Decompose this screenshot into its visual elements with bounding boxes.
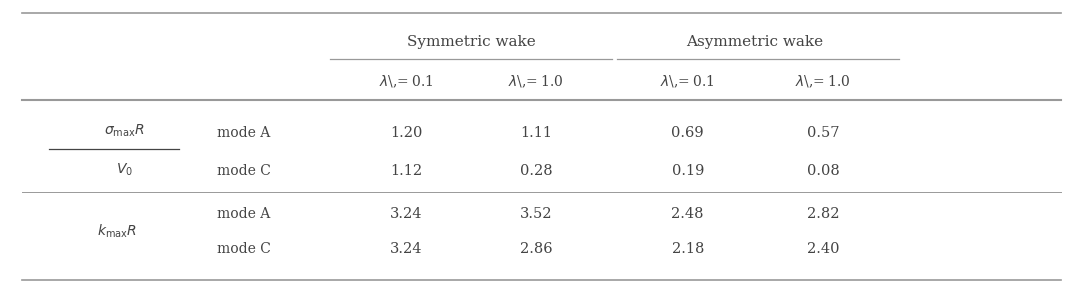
Text: 3.52: 3.52 xyxy=(520,207,552,221)
Text: 2.40: 2.40 xyxy=(807,242,839,256)
Text: 3.24: 3.24 xyxy=(390,242,422,256)
Text: mode A: mode A xyxy=(217,126,271,140)
Text: mode C: mode C xyxy=(217,164,271,178)
Text: mode C: mode C xyxy=(217,242,271,256)
Text: $\lambda$\,= 1.0: $\lambda$\,= 1.0 xyxy=(795,74,851,90)
Text: $\lambda$\,= 0.1: $\lambda$\,= 0.1 xyxy=(379,74,433,90)
Text: $\lambda$\,= 1.0: $\lambda$\,= 1.0 xyxy=(508,74,564,90)
Text: 0.19: 0.19 xyxy=(671,164,704,178)
Text: 0.28: 0.28 xyxy=(520,164,552,178)
Text: 1.20: 1.20 xyxy=(390,126,422,140)
Text: $V_0$: $V_0$ xyxy=(116,162,133,178)
Text: 2.82: 2.82 xyxy=(807,207,839,221)
Text: 0.57: 0.57 xyxy=(807,126,839,140)
Text: 2.86: 2.86 xyxy=(520,242,552,256)
Text: $\sigma_{\mathrm{max}}R$: $\sigma_{\mathrm{max}}R$ xyxy=(104,122,145,139)
Text: Symmetric wake: Symmetric wake xyxy=(407,35,535,50)
Text: 3.24: 3.24 xyxy=(390,207,422,221)
Text: 0.69: 0.69 xyxy=(671,126,704,140)
Text: 2.48: 2.48 xyxy=(671,207,704,221)
Text: 0.08: 0.08 xyxy=(807,164,839,178)
Text: 2.18: 2.18 xyxy=(671,242,704,256)
Text: $\lambda$\,= 0.1: $\lambda$\,= 0.1 xyxy=(661,74,715,90)
Text: 1.12: 1.12 xyxy=(390,164,422,178)
Text: Asymmetric wake: Asymmetric wake xyxy=(687,35,823,50)
Text: $k_{\mathrm{max}}R$: $k_{\mathrm{max}}R$ xyxy=(97,223,136,240)
Text: 1.11: 1.11 xyxy=(520,126,552,140)
Text: mode A: mode A xyxy=(217,207,271,221)
